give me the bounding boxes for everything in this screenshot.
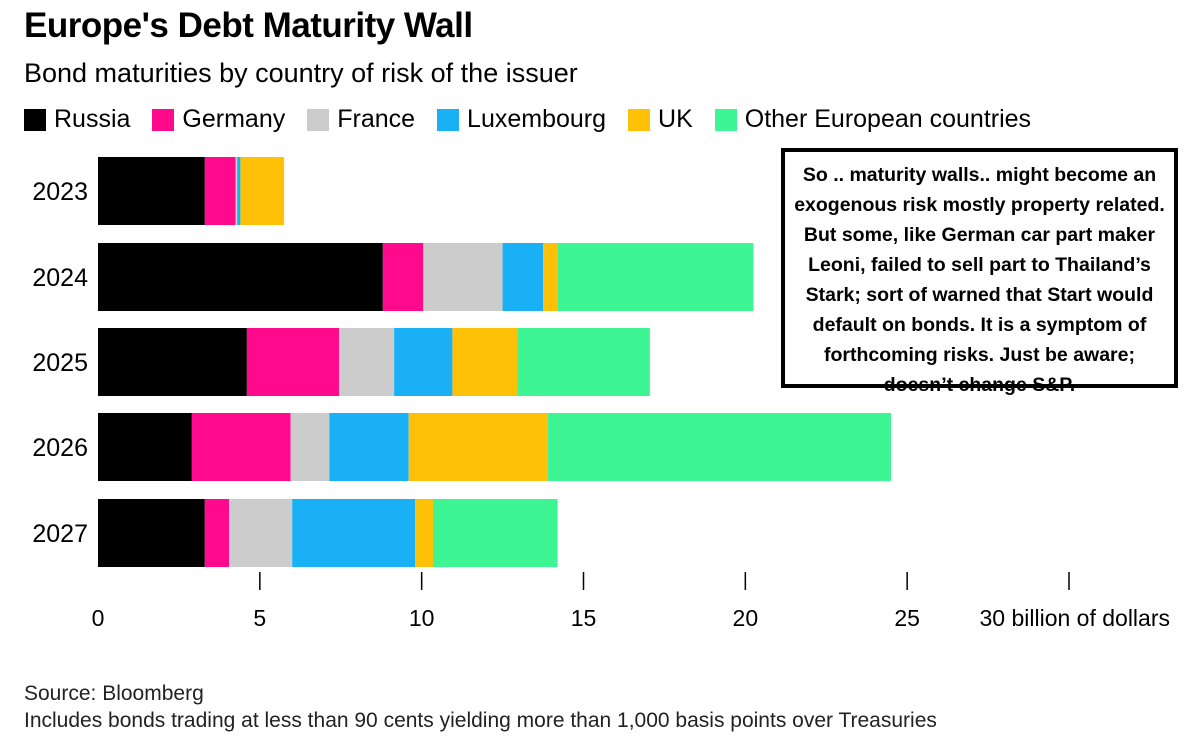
category-label: 2026	[32, 434, 88, 462]
legend-label: Germany	[182, 105, 286, 133]
bar-segment	[432, 499, 558, 567]
bar-segment	[292, 499, 416, 567]
bar-segment	[517, 328, 650, 396]
legend-label: Luxembourg	[467, 105, 607, 133]
bar-segment	[246, 328, 340, 396]
bar-segment	[502, 243, 544, 311]
footnote-text: Includes bonds trading at less than 90 c…	[24, 709, 937, 732]
bar-segment	[408, 413, 548, 481]
x-tick-label: 20	[733, 605, 759, 631]
legend-label: Russia	[54, 105, 131, 133]
bar-segment	[415, 499, 433, 567]
bar-segment	[240, 157, 285, 225]
bar-segment	[98, 499, 205, 567]
x-tick-label: 5	[253, 605, 266, 631]
x-tick-label: 25	[894, 605, 920, 631]
bar-segment	[98, 157, 205, 225]
category-label: 2027	[32, 520, 88, 548]
x-tick-label: 0	[92, 605, 105, 631]
legend-label: UK	[658, 105, 693, 133]
bar-segment	[557, 243, 754, 311]
legend-item: Luxembourg	[437, 105, 606, 134]
bar-segment	[382, 243, 424, 311]
legend-item: Germany	[152, 105, 285, 134]
bar-segment	[290, 413, 330, 481]
bar-segment	[394, 328, 453, 396]
x-tick-label: 30 billion of dollars	[979, 605, 1170, 631]
bar-segment	[547, 413, 891, 481]
bar-segment	[237, 157, 241, 225]
legend-label: Other European countries	[744, 105, 1032, 133]
legend-item: Russia	[24, 105, 130, 134]
legend-swatch	[628, 108, 651, 131]
category-label: 2025	[32, 349, 88, 377]
x-tick-label: 15	[571, 605, 597, 631]
bar-segment	[204, 499, 230, 567]
category-label: 2023	[32, 178, 88, 206]
legend-item: France	[307, 105, 415, 134]
chart-subtitle: Bond maturities by country of risk of th…	[24, 58, 578, 88]
footer: Source: Bloomberg Includes bonds trading…	[24, 680, 937, 734]
bar-segment	[229, 499, 293, 567]
legend-swatch	[307, 108, 330, 131]
bar-segment	[191, 413, 291, 481]
legend-label: France	[337, 105, 416, 133]
bar-segment	[98, 243, 383, 311]
legend-swatch	[24, 108, 46, 131]
bar-segment	[329, 413, 409, 481]
legend-swatch	[437, 108, 460, 131]
bar-segment	[235, 157, 238, 225]
bar-segment	[98, 413, 192, 481]
legend-swatch	[714, 108, 737, 131]
bar-segment	[98, 328, 247, 396]
bar-segment	[423, 243, 503, 311]
bar-segment	[543, 243, 558, 311]
bar-segment	[452, 328, 518, 396]
legend-item: UK	[628, 105, 693, 134]
legend-swatch	[152, 108, 175, 131]
chart-title: Europe's Debt Maturity Wall	[24, 6, 473, 45]
legend-item: Other European countries	[714, 105, 1032, 134]
bar-segment	[339, 328, 395, 396]
legend: Russia Germany France Luxembourg UK Other Eur…	[24, 105, 1031, 134]
bar-segment	[204, 157, 236, 225]
source-text: Source: Bloomberg	[24, 682, 204, 705]
annotation-box: So .. maturity walls.. might become an e…	[781, 148, 1178, 396]
category-label: 2024	[32, 264, 88, 292]
x-tick-label: 10	[409, 605, 435, 631]
